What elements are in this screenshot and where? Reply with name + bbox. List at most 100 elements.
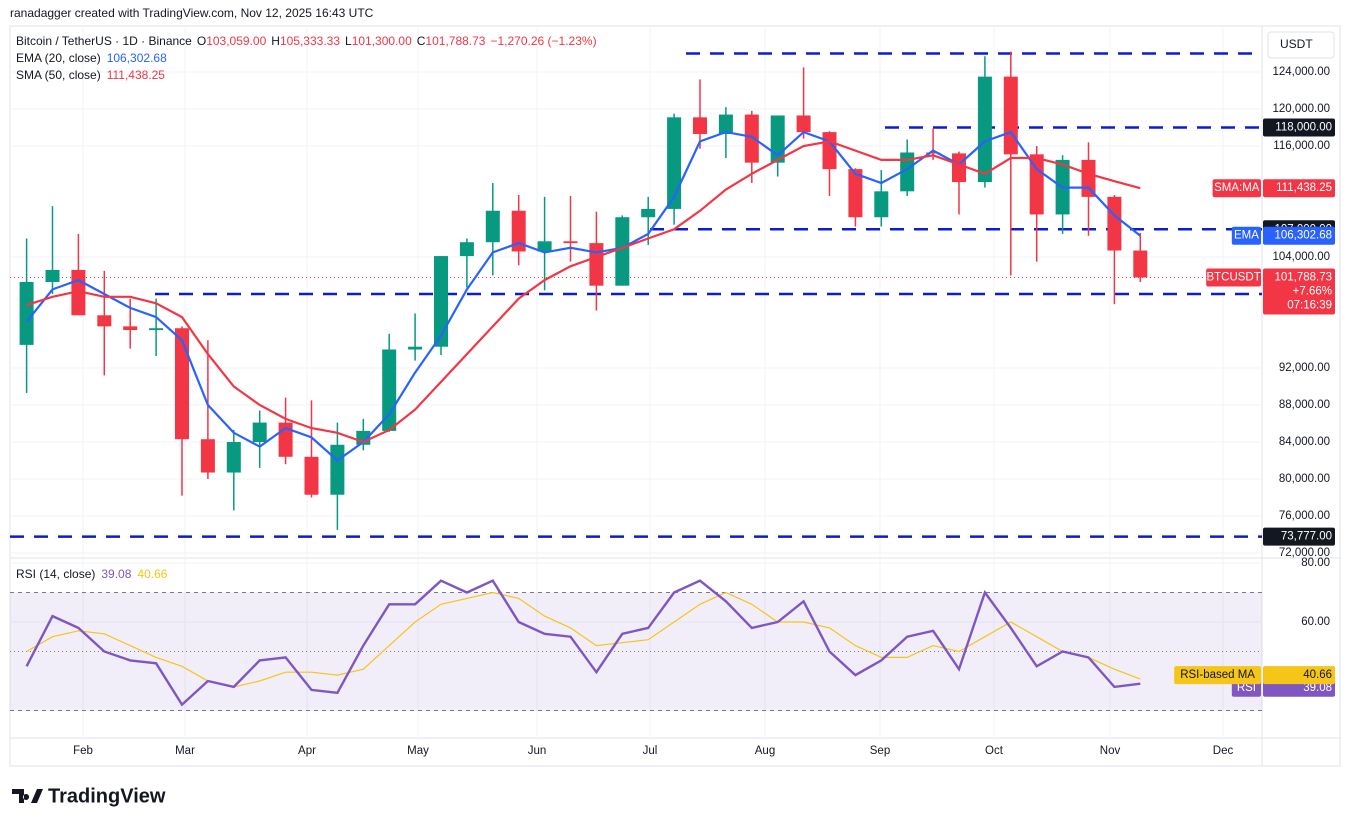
- price-tag-box: [1263, 226, 1335, 245]
- logo-text: TradingView: [48, 785, 166, 807]
- legend-item: 106,302.68: [107, 51, 167, 65]
- legend-item: −1,270.26 (−1.23%): [490, 34, 596, 48]
- candle-body: [19, 281, 34, 345]
- x-tick-label: Oct: [985, 745, 1004, 757]
- legend-item: SMA (50, close): [16, 68, 101, 82]
- y-tick-label: 120,000.00: [1272, 103, 1330, 115]
- candle-body: [459, 242, 474, 257]
- legend-item: L: [345, 34, 352, 48]
- candle-body: [537, 241, 552, 252]
- series-tag-text: RSI: [1237, 682, 1256, 694]
- legend-item: C: [417, 34, 426, 48]
- candle-body: [485, 210, 500, 243]
- chart-frame: [9, 25, 1341, 767]
- candle-body: [822, 132, 837, 170]
- x-tick-label: Nov: [1100, 745, 1121, 757]
- legend-line: EMA (20, close) 106,302.68: [16, 51, 167, 65]
- candle-body: [926, 152, 941, 154]
- candle-body: [1107, 196, 1122, 251]
- candle-body: [667, 117, 682, 209]
- candle-body: [952, 153, 966, 183]
- candle-body: [589, 243, 604, 286]
- candle-body: [796, 115, 811, 133]
- price-tag-box: [1263, 179, 1335, 198]
- candle-body: [848, 169, 863, 218]
- legend-item: Bitcoin / TetherUS · 1D · Binance: [16, 34, 192, 48]
- legend-item: 105,333.33: [280, 34, 340, 48]
- candle-body: [200, 439, 215, 473]
- candle-body: [615, 217, 630, 286]
- price-tag-text: 111,438.25: [1276, 182, 1332, 194]
- x-tick-label: May: [407, 745, 429, 757]
- legend-item: 39.08: [101, 567, 131, 581]
- series-tag-box: [1212, 179, 1261, 198]
- candle-body: [45, 269, 60, 282]
- price-tag-text: 106,302.68: [1274, 230, 1332, 242]
- labels: Feb Mar Apr May Jun Jul Aug Sep Oct Nov Dec 124,000…: [16, 31, 1335, 757]
- y-tick-label: 84,000.00: [1279, 436, 1330, 448]
- ma-line: [26, 140, 1141, 444]
- x-tick-label: Mar: [175, 745, 195, 757]
- currency: USDT: [1280, 37, 1313, 51]
- x-tick-label: Feb: [73, 745, 93, 757]
- candle-body: [97, 315, 112, 327]
- candle-body: [874, 191, 889, 218]
- candle-body: [744, 114, 759, 163]
- legend-item: O: [197, 34, 206, 48]
- candle-body: [641, 208, 656, 218]
- price-tag-text: 40.66: [1303, 669, 1332, 681]
- price-tag-box: [1263, 268, 1335, 315]
- y-tick-label: 88,000.00: [1279, 399, 1330, 411]
- candle-body: [123, 326, 138, 331]
- y-tick-label: 104,000.00: [1272, 251, 1330, 263]
- x-tick-label: Jun: [528, 745, 547, 757]
- price-tag-box: [1263, 666, 1335, 685]
- price-tag-text: 101,788.73: [1274, 271, 1332, 283]
- legend-line: SMA (50, close) 111,438.25: [16, 68, 165, 82]
- y-tick-label: 92,000.00: [1279, 362, 1330, 374]
- price-tag-text: 118,000.00: [1275, 122, 1332, 134]
- legend-line: RSI (14, close) 39.08 40.66: [16, 567, 168, 581]
- series-tag-text: EMA: [1234, 230, 1259, 242]
- candle-body: [252, 422, 267, 443]
- candle-body: [149, 328, 164, 331]
- line: [25, 579, 1141, 707]
- y-tick-label: 124,000.00: [1272, 66, 1330, 78]
- logo-mark: [12, 789, 43, 803]
- candle-body: [226, 442, 241, 473]
- price-tag-box: [1263, 527, 1335, 546]
- series-tag-box: [1231, 226, 1261, 245]
- currency-box: [1267, 31, 1335, 59]
- candle-body: [511, 210, 526, 252]
- price-tag-text: 73,777.00: [1281, 531, 1332, 543]
- legend-item: 40.66: [137, 567, 167, 581]
- y-tick-label: 60.00: [1301, 616, 1330, 628]
- candle-body: [408, 346, 423, 350]
- price-tag-text: 07:16:39: [1287, 299, 1332, 311]
- candle-body: [175, 328, 189, 440]
- series-tag-text: BTCUSDT: [1206, 271, 1260, 283]
- y-tick-label: 76,000.00: [1279, 510, 1330, 522]
- attribution: ranadagger created with TradingView.com,…: [10, 6, 374, 20]
- x-tick-label: Sep: [870, 745, 890, 757]
- logo: TradingView: [12, 785, 166, 807]
- y-tick-label: 116,000.00: [1273, 140, 1330, 152]
- legend-item: 111,438.25: [107, 68, 166, 82]
- legend-item: 103,059.00: [206, 34, 266, 48]
- candle-body: [563, 241, 578, 244]
- series-tag-box: [1174, 666, 1261, 685]
- y-tick-label: 80,000.00: [1279, 473, 1330, 485]
- candle-body: [900, 152, 915, 192]
- candle-body: [1029, 154, 1044, 215]
- candle-body: [977, 76, 992, 183]
- legend-item: H: [271, 34, 280, 48]
- x-tick-label: Aug: [755, 745, 775, 757]
- legend-item: EMA (20, close): [16, 51, 101, 65]
- legend-item: RSI (14, close): [16, 567, 95, 581]
- candle-body: [693, 117, 707, 134]
- candle-body: [304, 456, 319, 495]
- series-tag-text: SMA:MA: [1214, 182, 1260, 194]
- y-tick-label: 80.00: [1301, 557, 1330, 569]
- price-tag-text: 39.08: [1303, 682, 1332, 694]
